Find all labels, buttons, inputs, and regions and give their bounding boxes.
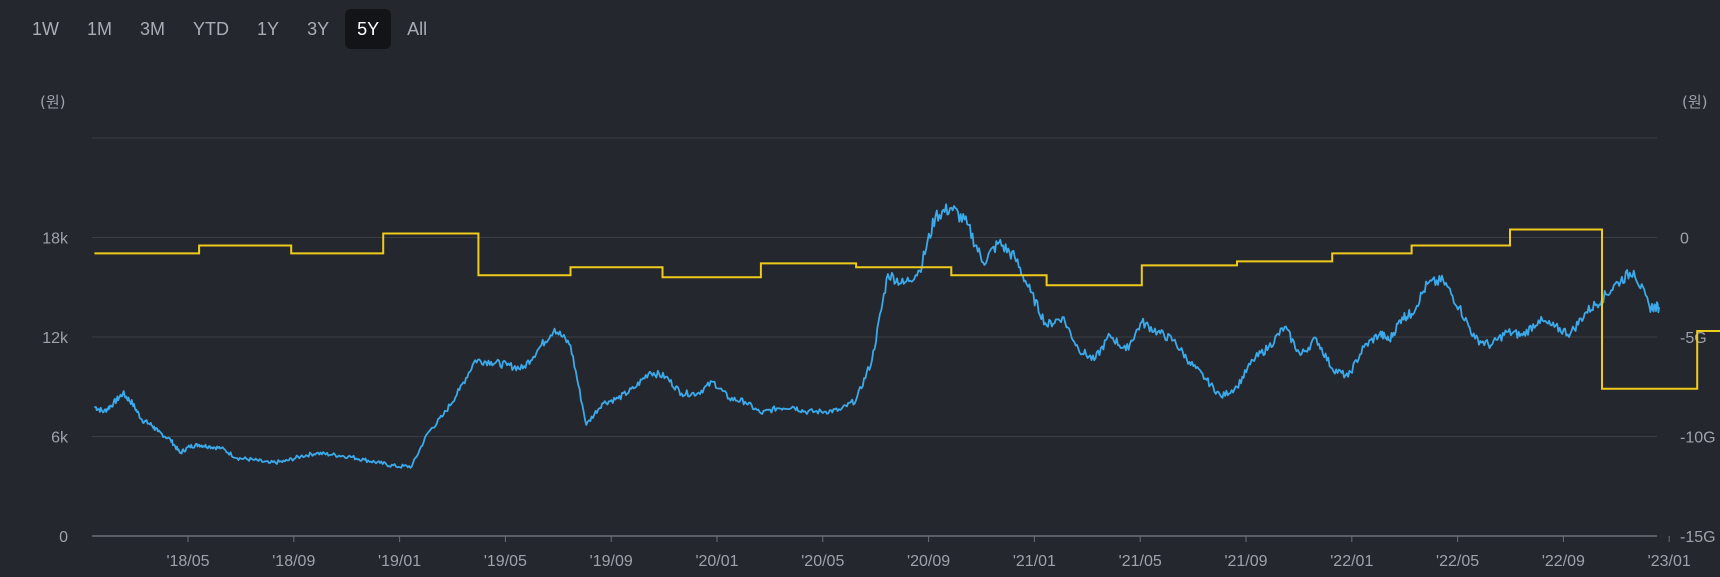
left-tick-label: 0 <box>59 529 68 546</box>
range-button-1y[interactable]: 1Y <box>245 9 291 49</box>
x-tick-label: '19/01 <box>378 553 421 570</box>
left-tick-label: 12k <box>42 330 69 347</box>
x-tick-label: '20/01 <box>695 553 738 570</box>
range-button-3y[interactable]: 3Y <box>295 9 341 49</box>
x-tick-label: '20/05 <box>801 553 844 570</box>
x-tick-label: '21/01 <box>1013 553 1056 570</box>
price-series-line <box>93 203 1660 469</box>
range-button-ytd[interactable]: YTD <box>181 9 241 49</box>
x-tick-label: '22/05 <box>1436 553 1479 570</box>
right-tick-label: -10G <box>1680 430 1716 447</box>
right-tick-label: 0 <box>1680 231 1689 248</box>
range-button-3m[interactable]: 3M <box>128 9 177 49</box>
range-button-all[interactable]: All <box>395 9 439 49</box>
x-tick-label: '21/09 <box>1224 553 1267 570</box>
left-unit-label: (원) <box>40 93 66 111</box>
right-tick-label: -15G <box>1680 529 1716 546</box>
left-tick-label: 18k <box>42 231 69 248</box>
x-tick-label: '18/05 <box>166 553 209 570</box>
right-unit-label: (원) <box>1682 93 1708 111</box>
x-tick-label: '21/05 <box>1119 553 1162 570</box>
x-tick-label: '18/09 <box>272 553 315 570</box>
step-series-line <box>94 228 1720 390</box>
range-button-5y[interactable]: 5Y <box>345 9 392 49</box>
x-tick-label: '22/09 <box>1542 553 1585 570</box>
right-tick-label: -5G <box>1680 330 1707 347</box>
range-button-1w[interactable]: 1W <box>20 9 71 49</box>
x-tick-label: '20/09 <box>907 553 950 570</box>
left-tick-label: 6k <box>51 430 69 447</box>
range-selector: 1W 1M 3M YTD 1Y 3Y 5Y All <box>20 6 439 52</box>
range-button-1m[interactable]: 1M <box>75 9 124 49</box>
x-tick-label: '22/01 <box>1330 553 1373 570</box>
x-tick-label: '19/05 <box>484 553 527 570</box>
x-tick-label: '19/09 <box>590 553 633 570</box>
x-tick-label: '23/01 <box>1648 553 1691 570</box>
